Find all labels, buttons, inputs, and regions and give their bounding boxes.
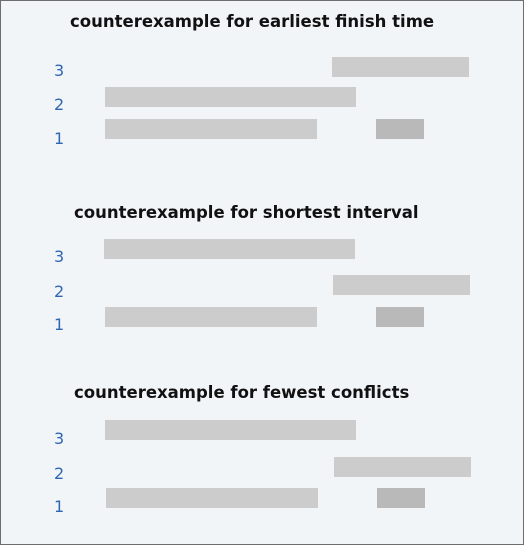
row-label: 1 — [54, 315, 65, 334]
panel-fewest-conflicts: counterexample for fewest conflicts 3 2 … — [1, 1, 523, 516]
interval-bar — [105, 420, 356, 440]
row-label: 2 — [54, 464, 65, 483]
panel-earliest-finish-time: counterexample for earliest finish time … — [1, 1, 523, 181]
row-label: 3 — [54, 429, 65, 448]
row-label: 3 — [54, 247, 65, 266]
interval-bar-highlight — [376, 307, 424, 327]
panel-shortest-interval: counterexample for shortest interval 3 2… — [1, 1, 523, 334]
interval-bar — [104, 239, 355, 259]
panel-title: counterexample for earliest finish time — [70, 12, 435, 31]
interval-bar — [105, 119, 317, 139]
row-label: 3 — [54, 61, 65, 80]
interval-bar — [105, 307, 317, 327]
panel-title: counterexample for fewest conflicts — [74, 383, 410, 402]
interval-bar — [334, 457, 471, 477]
interval-bar — [105, 87, 356, 107]
row-label: 2 — [54, 282, 65, 301]
interval-bar-highlight — [377, 488, 425, 508]
interval-bar — [106, 488, 318, 508]
row-label: 2 — [54, 95, 65, 114]
row-label: 1 — [54, 129, 65, 148]
panel-title: counterexample for shortest interval — [74, 203, 419, 222]
row-label: 1 — [54, 497, 65, 516]
interval-bar — [332, 57, 469, 77]
interval-bar — [333, 275, 470, 295]
interval-bar-highlight — [376, 119, 424, 139]
